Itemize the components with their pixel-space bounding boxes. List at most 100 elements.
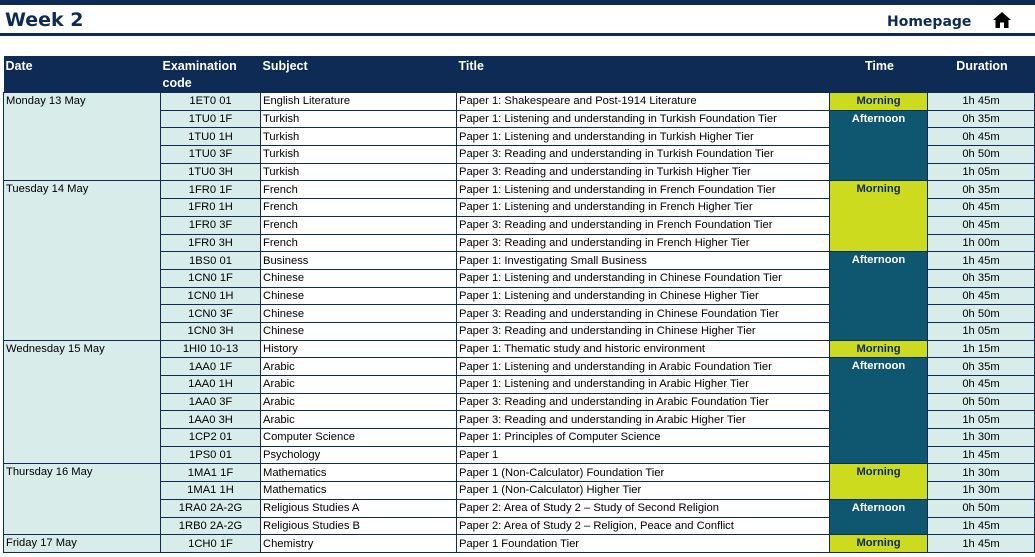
subject-cell: Computer Science xyxy=(260,428,457,447)
subject-cell: Arabic xyxy=(260,392,457,412)
subject-cell: Chinese xyxy=(260,321,457,341)
exam-code-cell: 1TU0 1H xyxy=(160,127,261,147)
exam-code-cell: 1CP2 01 xyxy=(160,428,261,447)
exam-code-cell: 1AA0 3H xyxy=(160,410,261,430)
duration-cell: 0h 45m xyxy=(927,198,1035,217)
exam-code-cell: 1CN0 1F xyxy=(160,268,261,288)
duration-cell: 0h 45m xyxy=(927,375,1035,394)
duration-cell: 0h 45m xyxy=(927,215,1035,235)
paper-title-cell: Paper 2: Area of Study 2 – Study of Seco… xyxy=(456,498,830,518)
paper-title-cell: Paper 2: Area of Study 2 – Religion, Pea… xyxy=(456,516,830,536)
session-time-cell: Afternoon xyxy=(829,357,928,465)
subject-cell: Psychology xyxy=(260,445,457,465)
table-row: Friday 17 May 1CH0 1F Chemistry Paper 1 Fou… xyxy=(3,534,1035,553)
paper-title-cell: Paper 1: Shakespeare and Post-1914 Liter… xyxy=(456,92,830,111)
paper-title-cell: Paper 1 (Non-Calculator) Foundation Tier xyxy=(456,463,830,483)
exam-code-cell: 1CN0 1H xyxy=(160,286,261,306)
paper-title-cell: Paper 1: Listening and understanding in … xyxy=(456,198,830,217)
table-row: 1FR0 3F French Paper 3: Reading and unders… xyxy=(4,215,1035,235)
paper-title-cell: Paper 1: Listening and understanding in … xyxy=(456,180,830,200)
top-accent-bar xyxy=(0,0,1035,5)
session-time-cell: Morning xyxy=(829,339,928,359)
table-row: 1RB0 2A-2G Religious Studies B Paper 2: Ar… xyxy=(4,516,1035,536)
exam-code-cell: 1AA0 1H xyxy=(160,375,261,394)
paper-title-cell: Paper 1 Foundation Tier xyxy=(456,534,830,553)
exam-code-cell: 1TU0 3F xyxy=(160,145,261,164)
timetable-body: Monday 13 May 1ET0 01 English Literature Pa… xyxy=(3,91,1035,553)
subject-cell: Mathematics xyxy=(260,463,457,483)
paper-title-cell: Paper 1: Thematic study and historic env… xyxy=(456,339,830,359)
subject-cell: History xyxy=(260,339,457,359)
exam-code-cell: 1TU0 3H xyxy=(160,162,261,182)
duration-cell: 0h 45m xyxy=(927,127,1035,147)
date-cell: Friday 17 May xyxy=(3,534,161,553)
table-row: Tuesday 14 May 1FR0 1F French Paper 1: List… xyxy=(3,180,1035,341)
subject-cell: Chinese xyxy=(260,286,457,306)
table-row: 1CN0 1H Chinese Paper 1: Listening and und… xyxy=(4,286,1035,306)
paper-title-cell: Paper 1: Listening and understanding in … xyxy=(456,268,830,288)
exam-code-cell: 1HI0 10-13 xyxy=(160,339,261,359)
exam-code-cell: 1CN0 3F xyxy=(160,304,261,323)
duration-cell: 1h 45m xyxy=(927,92,1035,111)
table-row: 1AA0 3H Arabic Paper 3: Reading and unders… xyxy=(4,410,1035,430)
session-time-cell: Morning xyxy=(829,92,928,111)
table-row: 1TU0 1F Turkish Paper 1: Listening and und… xyxy=(4,109,1035,182)
paper-title-cell: Paper 1 xyxy=(456,445,830,465)
duration-cell: 0h 50m xyxy=(927,304,1035,323)
table-row: 1BS0 01 Business Paper 1: Investigating Sm… xyxy=(4,251,1035,341)
table-row: 1AA0 1H Arabic Paper 1: Listening and unde… xyxy=(4,375,1035,394)
duration-cell: 1h 05m xyxy=(927,321,1035,341)
session-time-cell: Morning xyxy=(829,463,928,500)
exam-code-cell: 1MA1 1F xyxy=(160,463,261,483)
duration-cell: 0h 50m xyxy=(927,145,1035,164)
subject-cell: Arabic xyxy=(260,410,457,430)
subject-cell: Arabic xyxy=(260,357,457,376)
subject-cell: Business xyxy=(260,251,457,270)
subject-cell: French xyxy=(260,198,457,217)
duration-cell: 0h 35m xyxy=(927,268,1035,288)
column-header-title: Title xyxy=(456,56,830,93)
exam-code-cell: 1FR0 3H xyxy=(160,233,261,253)
exam-code-cell: 1MA1 1H xyxy=(160,481,261,500)
paper-title-cell: Paper 3: Reading and understanding in Fr… xyxy=(456,233,830,253)
duration-cell: 0h 50m xyxy=(927,498,1035,518)
exam-code-cell: 1PS0 01 xyxy=(160,445,261,465)
exam-timetable: Date Examination code Subject Title Time… xyxy=(3,56,1035,553)
header-divider xyxy=(0,33,1035,36)
duration-cell: 0h 45m xyxy=(927,286,1035,306)
paper-title-cell: Paper 3: Reading and understanding in Ar… xyxy=(456,410,830,430)
paper-title-cell: Paper 1: Listening and understanding in … xyxy=(456,357,830,376)
paper-title-cell: Paper 1: Listening and understanding in … xyxy=(456,109,830,129)
page-header: Week 2 Homepage xyxy=(0,5,1035,34)
paper-title-cell: Paper 3: Reading and understanding in Ch… xyxy=(456,321,830,341)
duration-cell: 1h 30m xyxy=(927,428,1035,447)
duration-cell: 1h 45m xyxy=(927,251,1035,270)
duration-cell: 1h 05m xyxy=(927,162,1035,182)
table-header-row: Date Examination code Subject Title Time… xyxy=(3,56,1035,93)
session-time-cell: Afternoon xyxy=(829,109,928,182)
subject-cell: Turkish xyxy=(260,162,457,182)
subject-cell: Chinese xyxy=(260,268,457,288)
home-icon[interactable] xyxy=(992,11,1012,29)
exam-code-cell: 1RB0 2A-2G xyxy=(160,516,261,536)
exam-code-cell: 1FR0 1F xyxy=(160,180,261,200)
duration-cell: 1h 45m xyxy=(927,534,1035,553)
table-row: 1TU0 3H Turkish Paper 3: Reading and under… xyxy=(4,162,1035,182)
paper-title-cell: Paper 1: Listening and understanding in … xyxy=(456,375,830,394)
date-cell: Thursday 16 May xyxy=(3,463,161,536)
table-row: 1PS0 01 Psychology Paper 1 1h 45m xyxy=(4,445,1035,465)
subject-cell: Arabic xyxy=(260,375,457,394)
column-header-date: Date xyxy=(3,56,161,93)
subject-cell: Turkish xyxy=(260,109,457,129)
table-row: 1FR0 1H French Paper 1: Listening and unde… xyxy=(4,198,1035,217)
duration-cell: 0h 50m xyxy=(927,392,1035,412)
date-cell: Wednesday 15 May xyxy=(3,339,161,465)
exam-code-cell: 1FR0 3F xyxy=(160,215,261,235)
homepage-link[interactable]: Homepage xyxy=(887,14,972,30)
subject-cell: Chinese xyxy=(260,304,457,323)
subject-cell: French xyxy=(260,215,457,235)
column-header-subject: Subject xyxy=(260,56,457,93)
exam-code-cell: 1TU0 1F xyxy=(160,109,261,129)
session-time-cell: Afternoon xyxy=(829,251,928,341)
date-cell: Monday 13 May xyxy=(3,91,161,182)
